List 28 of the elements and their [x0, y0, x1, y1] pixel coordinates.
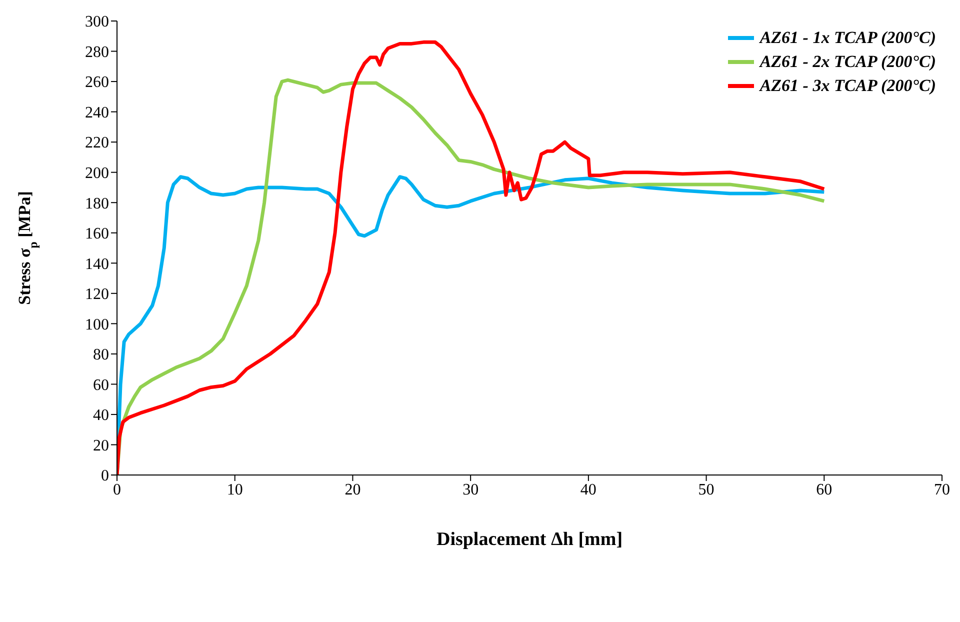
y-tick-label: 80 — [93, 346, 109, 364]
y-tick-label: 280 — [85, 44, 109, 61]
y-tick-label: 180 — [85, 195, 109, 212]
y-tick-label: 40 — [93, 407, 109, 424]
y-tick-label: 20 — [93, 437, 109, 454]
y-tick-label: 140 — [85, 256, 109, 273]
y-tick-label: 0 — [101, 468, 109, 485]
x-tick-label: 30 — [462, 481, 479, 498]
x-tick-label: 0 — [113, 481, 121, 498]
x-tick-label: 20 — [344, 481, 361, 498]
x-tick-label: 10 — [226, 481, 243, 498]
x-tick-label: 60 — [816, 481, 832, 498]
x-tick-label: 50 — [698, 481, 714, 498]
y-tick-label: 100 — [85, 316, 109, 334]
y-tick-label: 60 — [93, 376, 109, 394]
y-tick-label: 120 — [85, 286, 109, 304]
x-tick-label: 70 — [934, 481, 950, 498]
y-tick-label: 240 — [85, 104, 109, 122]
legend-label: AZ61 - 2x TCAP (200°C) — [760, 52, 936, 72]
x-axis-title: Displacement Δh [mm] — [436, 529, 623, 550]
x-tick-label: 40 — [580, 481, 596, 498]
y-tick-label: 160 — [85, 226, 109, 243]
legend-label: AZ61 - 1x TCAP (200°C) — [760, 28, 936, 48]
y-tick-label: 260 — [85, 74, 109, 92]
y-tick-label: 200 — [85, 165, 109, 182]
y-tick-label: 220 — [85, 134, 109, 152]
legend-label: AZ61 - 3x TCAP (200°C) — [760, 76, 936, 96]
y-tick-label: 300 — [85, 14, 109, 31]
